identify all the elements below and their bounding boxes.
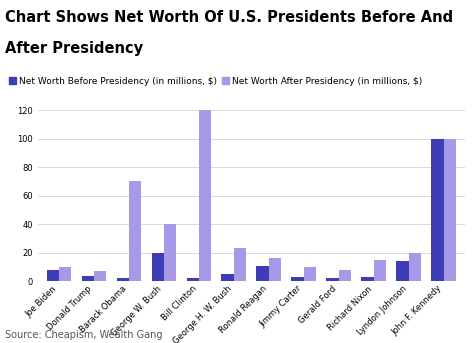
Text: Chart Shows Net Worth Of U.S. Presidents Before And: Chart Shows Net Worth Of U.S. Presidents… <box>5 10 453 25</box>
Text: After Presidency: After Presidency <box>5 41 143 56</box>
Bar <box>164 224 176 281</box>
Bar <box>409 253 421 281</box>
Bar <box>327 279 338 281</box>
Bar <box>396 261 409 281</box>
Bar <box>234 248 246 281</box>
Bar <box>117 279 129 281</box>
Bar <box>199 110 211 281</box>
Bar <box>152 253 164 281</box>
Bar <box>304 267 316 281</box>
Bar <box>221 274 234 281</box>
Text: Source: Cheapism, Wealth Gang: Source: Cheapism, Wealth Gang <box>5 330 162 340</box>
Legend: Net Worth Before Presidency (in millions, $), Net Worth After Presidency (in mil: Net Worth Before Presidency (in millions… <box>9 76 422 85</box>
Bar <box>431 139 444 281</box>
Bar <box>269 258 281 281</box>
Bar <box>94 271 106 281</box>
Bar <box>361 277 374 281</box>
Bar <box>46 270 59 281</box>
Bar <box>82 275 94 281</box>
Bar <box>187 279 199 281</box>
Bar <box>444 139 456 281</box>
Bar <box>256 265 269 281</box>
Bar <box>292 277 304 281</box>
Bar <box>338 270 351 281</box>
Bar <box>59 267 71 281</box>
Bar <box>129 181 141 281</box>
Bar <box>374 260 386 281</box>
